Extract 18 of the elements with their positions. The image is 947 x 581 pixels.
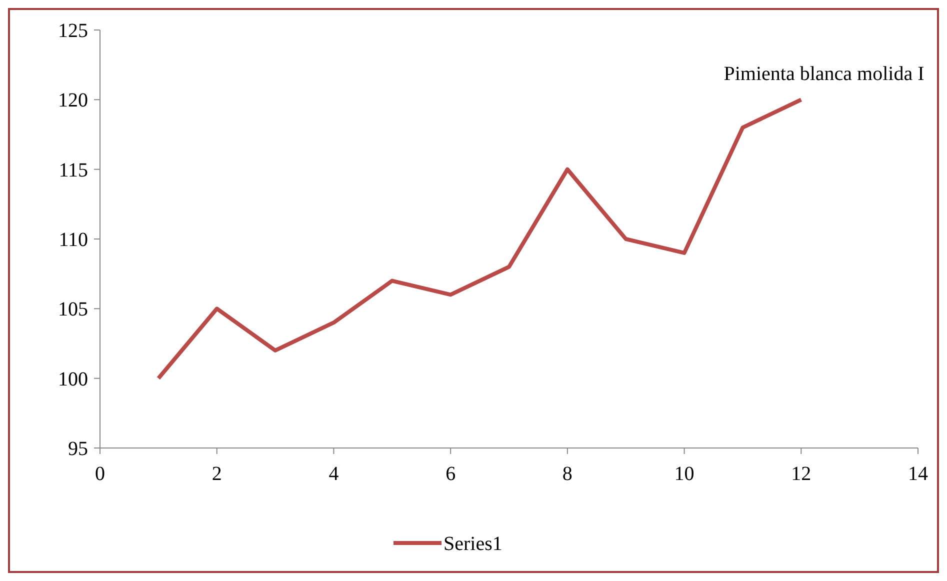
x-tick-label: 8 [562,463,572,485]
y-tick-label: 95 [68,438,88,460]
line-series [156,98,804,380]
x-tick-label: 2 [212,463,222,485]
y-tick-label: 100 [58,368,88,390]
x-tick-label: 10 [674,463,694,485]
text: Pimienta blanca molida I [724,63,924,85]
y-tick-label: 125 [58,20,88,42]
x-tick-label: 4 [328,463,339,485]
y-tick-label: 115 [58,159,88,182]
legend-label: Series1 [444,533,502,555]
x-tick-label: 14 [908,463,928,485]
y-tick-label: 110 [58,229,88,251]
x-tick-label: 6 [446,463,456,485]
x-tick-label: 0 [95,463,105,485]
y-tick-label: 120 [58,90,88,112]
y-tick-label: 105 [58,298,88,321]
x-tick-label: 12 [791,463,812,485]
